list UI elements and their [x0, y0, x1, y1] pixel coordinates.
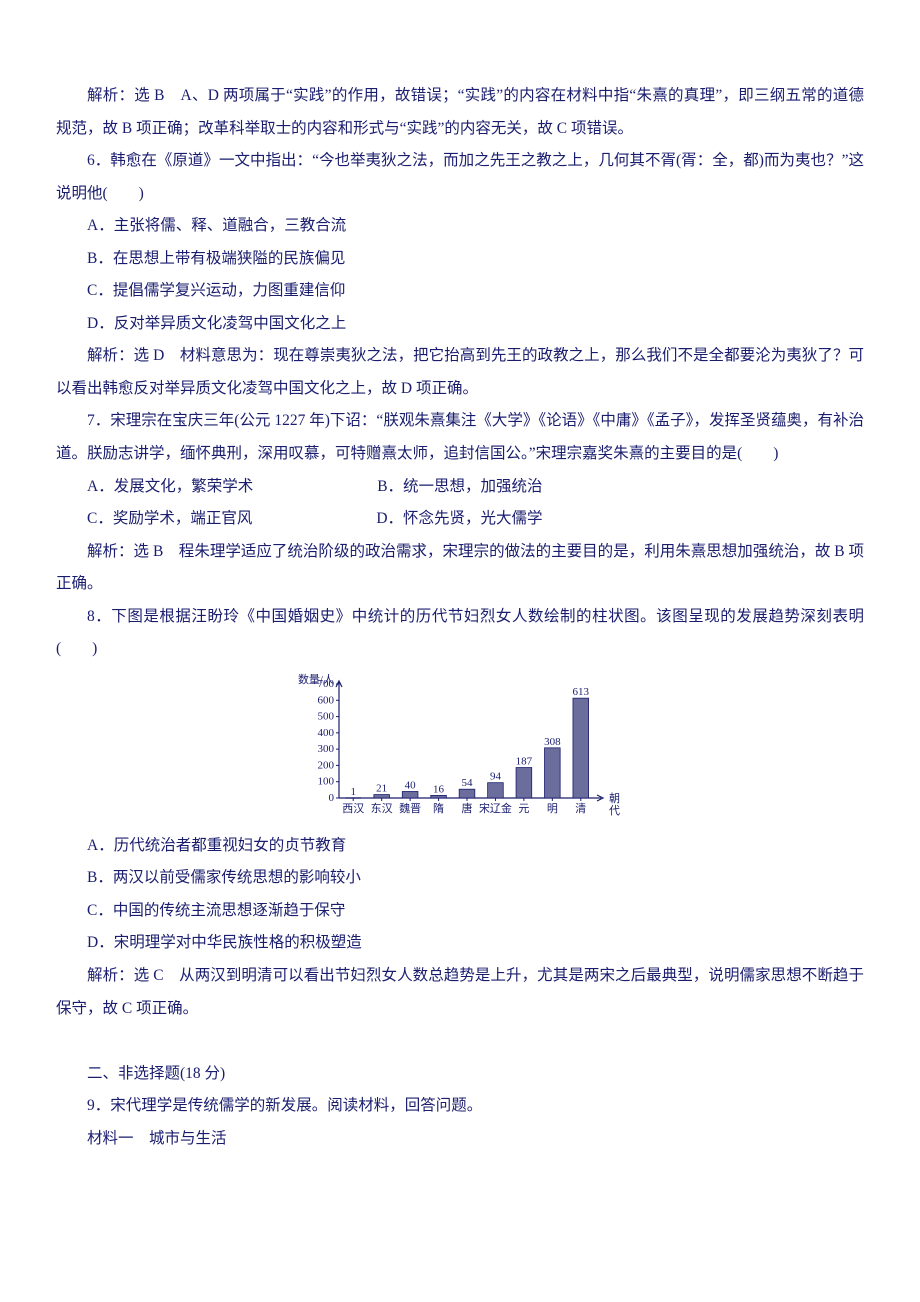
- question-7-options-row-2: C．奖励学术，端正官风 D．怀念先贤，光大儒学: [56, 503, 864, 536]
- question-7-option-b: B．统一思想，加强统治: [377, 478, 542, 495]
- svg-text:清: 清: [575, 802, 586, 815]
- bar-chart: 0100200300400500600700数量/人1西汉21东汉40魏晋16隋…: [295, 672, 625, 822]
- document-content: 解析：选 B A、D 两项属于“实践”的作用，故错误；“实践”的内容在材料中指“…: [56, 80, 864, 1155]
- question-7-option-a: A．发展文化，繁荣学术: [87, 478, 253, 495]
- svg-text:魏晋: 魏晋: [399, 801, 421, 815]
- svg-text:唐: 唐: [462, 801, 473, 815]
- svg-text:200: 200: [318, 759, 335, 771]
- question-6-option-a: A．主张将儒、释、道融合，三教合流: [56, 210, 864, 243]
- question-7-stem: 7．宋理宗在宝庆三年(公元 1227 年)下诏：“朕观朱熹集注《大学》《论语》《…: [56, 405, 864, 470]
- svg-text:代: 代: [609, 804, 620, 817]
- question-6-option-b: B．在思想上带有极端狭隘的民族偏见: [56, 243, 864, 276]
- svg-text:613: 613: [573, 686, 590, 698]
- question-6-option-c: C．提倡儒学复兴运动，力图重建信仰: [56, 275, 864, 308]
- question-8-option-a: A．历代统治者都重视妇女的贞节教育: [56, 830, 864, 863]
- svg-text:400: 400: [318, 727, 335, 739]
- question-8-stem: 8．下图是根据汪盼玲《中国婚姻史》中统计的历代节妇烈女人数绘制的柱状图。该图呈现…: [56, 601, 864, 666]
- svg-text:东汉: 东汉: [371, 802, 393, 815]
- svg-text:宋辽金: 宋辽金: [479, 801, 512, 815]
- svg-text:16: 16: [433, 783, 445, 795]
- bar-chart-wrap: 0100200300400500600700数量/人1西汉21东汉40魏晋16隋…: [56, 672, 864, 822]
- question-6-option-d: D．反对举异质文化凌驾中国文化之上: [56, 308, 864, 341]
- blank-line: [56, 1025, 864, 1058]
- svg-text:600: 600: [318, 694, 335, 706]
- svg-text:隋: 隋: [433, 801, 444, 815]
- question-7-options-row-1: A．发展文化，繁荣学术 B．统一思想，加强统治: [56, 471, 864, 504]
- svg-text:朝: 朝: [609, 792, 620, 805]
- explanation-7: 解析：选 B 程朱理学适应了统治阶级的政治需求，宋理宗的做法的主要目的是，利用朱…: [56, 536, 864, 601]
- explanation-5: 解析：选 B A、D 两项属于“实践”的作用，故错误；“实践”的内容在材料中指“…: [56, 80, 864, 145]
- svg-text:1: 1: [350, 786, 356, 798]
- question-6-stem: 6．韩愈在《原道》一文中指出：“今也举夷狄之法，而加之先王之教之上，几何其不胥(…: [56, 145, 864, 210]
- svg-text:40: 40: [405, 779, 417, 791]
- svg-text:0: 0: [329, 792, 335, 804]
- question-9-stem: 9．宋代理学是传统儒学的新发展。阅读材料，回答问题。: [56, 1090, 864, 1123]
- question-7-option-d: D．怀念先贤，光大儒学: [376, 510, 542, 527]
- section-2-heading: 二、非选择题(18 分): [56, 1058, 864, 1091]
- svg-text:54: 54: [462, 777, 474, 789]
- question-7-option-c: C．奖励学术，端正官风: [87, 510, 252, 527]
- svg-text:元: 元: [518, 803, 529, 815]
- question-8-option-c: C．中国的传统主流思想逐渐趋于保守: [56, 895, 864, 928]
- svg-text:94: 94: [490, 771, 502, 783]
- explanation-8: 解析：选 C 从两汉到明清可以看出节妇烈女人数总趋势是上升，尤其是两宋之后最典型…: [56, 960, 864, 1025]
- svg-text:100: 100: [318, 776, 335, 788]
- explanation-6: 解析：选 D 材料意思为：现在尊崇夷狄之法，把它抬高到先王的政教之上，那么我们不…: [56, 340, 864, 405]
- svg-text:西汉: 西汉: [342, 802, 364, 815]
- svg-text:21: 21: [376, 782, 387, 794]
- svg-text:数量/人: 数量/人: [298, 673, 334, 686]
- svg-text:明: 明: [547, 802, 558, 815]
- question-8-option-d: D．宋明理学对中华民族性格的积极塑造: [56, 927, 864, 960]
- svg-text:500: 500: [318, 710, 335, 722]
- question-9-material-1: 材料一 城市与生活: [56, 1123, 864, 1156]
- question-8-option-b: B．两汉以前受儒家传统思想的影响较小: [56, 862, 864, 895]
- svg-text:187: 187: [516, 755, 533, 767]
- svg-text:300: 300: [318, 743, 335, 755]
- svg-text:308: 308: [544, 736, 561, 748]
